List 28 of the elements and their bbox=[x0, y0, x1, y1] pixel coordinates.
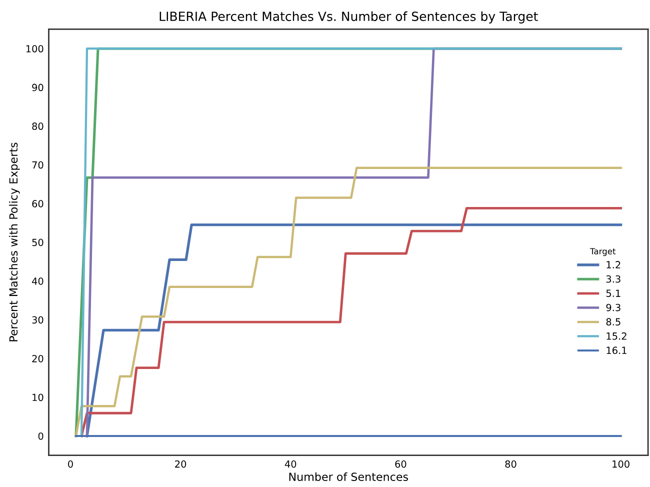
x-tick-label: 80 bbox=[505, 460, 516, 468]
x-axis-title: Number of Sentences bbox=[289, 472, 408, 481]
y-tick-label: 70 bbox=[32, 161, 44, 169]
y-tick-label: 100 bbox=[26, 45, 44, 52]
y-tick-label: 50 bbox=[32, 238, 44, 246]
legend-label: 8.5 bbox=[606, 318, 620, 326]
chart-title: LIBERIA Percent Matches Vs. Number of Sentences by Target bbox=[160, 11, 538, 24]
y-tick-label: 90 bbox=[32, 84, 44, 92]
y-tick-label: 10 bbox=[32, 394, 44, 402]
y-tick-label: 40 bbox=[32, 278, 44, 285]
legend-label: 15.2 bbox=[606, 332, 626, 340]
y-axis-title: Percent Matches with Policy Experts bbox=[9, 142, 20, 342]
y-tick-label: 80 bbox=[32, 122, 44, 130]
legend-title: Target bbox=[590, 248, 616, 256]
legend-label: 3.3 bbox=[606, 275, 620, 283]
legend-label: 9.3 bbox=[606, 304, 620, 312]
legend-label: 16.1 bbox=[606, 346, 626, 354]
x-tick-label: 60 bbox=[395, 460, 406, 468]
x-tick-label: 40 bbox=[284, 460, 296, 468]
y-tick-label: 60 bbox=[32, 200, 44, 208]
x-tick-label: 0 bbox=[68, 460, 73, 468]
legend-label: 1.2 bbox=[606, 261, 620, 268]
y-tick-label: 20 bbox=[32, 354, 44, 362]
x-tick-label: 20 bbox=[175, 460, 186, 468]
legend-label: 5.1 bbox=[606, 290, 620, 297]
x-tick-label: 100 bbox=[612, 460, 630, 468]
y-tick-label: 0 bbox=[38, 432, 44, 440]
y-tick-label: 30 bbox=[32, 316, 44, 324]
